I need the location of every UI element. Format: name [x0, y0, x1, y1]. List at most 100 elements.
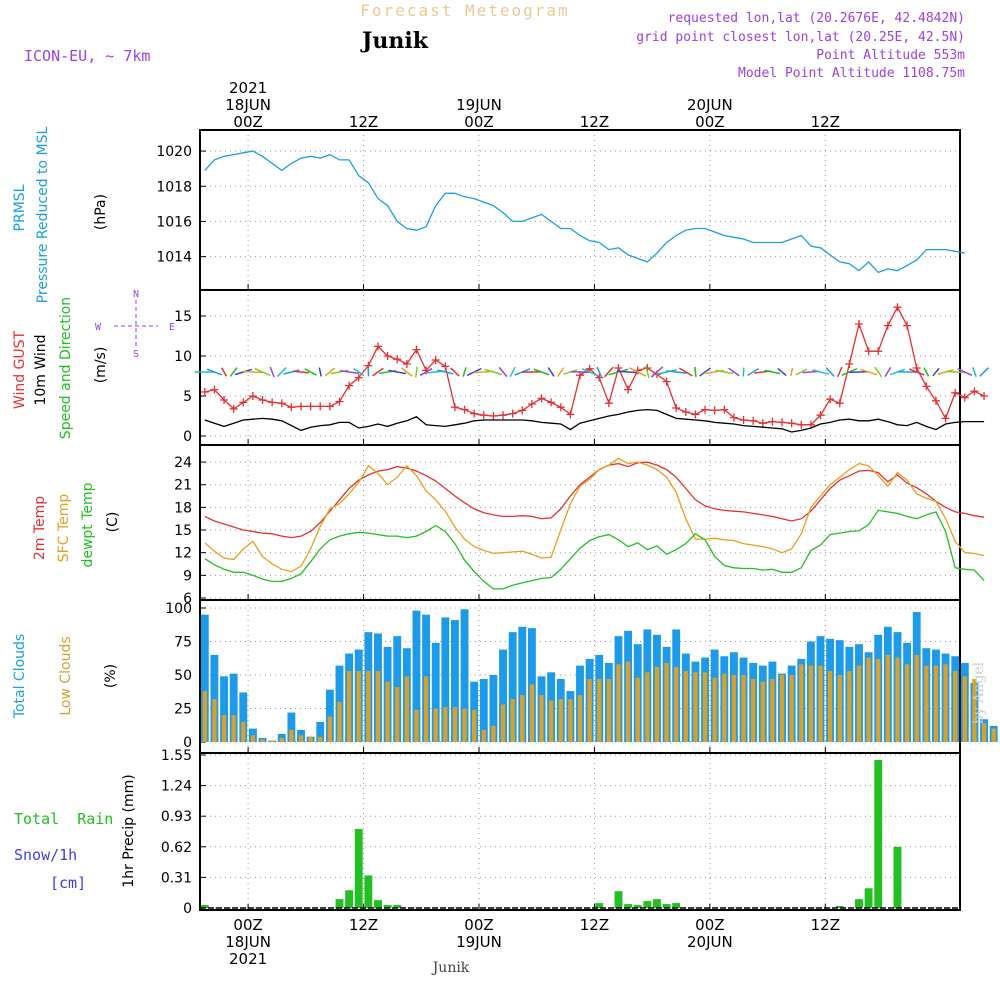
- wind-arrow: [789, 367, 794, 377]
- bar-clouds-low-clouds: [972, 679, 977, 742]
- y-tick-label: 75: [174, 635, 192, 651]
- wind-arrow: [318, 367, 322, 377]
- gust-point: [229, 404, 238, 413]
- bar-clouds-low-clouds: [327, 716, 333, 742]
- time-label-bottom: 00Z: [695, 916, 724, 934]
- gust-point: [672, 404, 681, 412]
- bar-clouds-low-clouds: [616, 664, 621, 742]
- y-tick-label: 0.62: [161, 840, 192, 856]
- bar-clouds-low-clouds: [443, 707, 448, 742]
- prmsl-label: PRMSL: [12, 184, 28, 231]
- gust-point: [960, 393, 969, 402]
- model-name: ICON-EU, ~ 7km: [24, 47, 150, 65]
- y-tick-label: 6: [183, 591, 192, 607]
- gust-point: [768, 417, 777, 426]
- compass-w: W: [95, 322, 102, 333]
- wind-arrow: [764, 369, 781, 375]
- bar-clouds-total-clouds: [287, 712, 296, 742]
- time-label-top: 18JUN: [225, 96, 271, 114]
- bar-precipitation-total-rain: [393, 905, 402, 908]
- time-label-bottom: 00Z: [233, 916, 262, 934]
- y-tick-label: 1014: [156, 250, 192, 266]
- bar-clouds-low-clouds: [876, 658, 881, 742]
- compass-n: N: [133, 289, 139, 300]
- bar-clouds-total-clouds: [489, 675, 498, 742]
- wind-arrow: [860, 368, 878, 376]
- gust-point: [710, 406, 719, 415]
- gust-point: [508, 409, 517, 418]
- wind-arrow: [206, 368, 223, 376]
- bar-precipitation-total-rain: [633, 905, 642, 908]
- bar-clouds-low-clouds: [221, 715, 227, 742]
- bar-clouds-low-clouds: [289, 729, 294, 742]
- wind-arrow: [603, 366, 614, 378]
- bar-clouds-low-clouds: [645, 672, 650, 742]
- bar-clouds-low-clouds: [885, 654, 891, 742]
- wind-arrow: [945, 370, 965, 374]
- wind-arrow: [742, 367, 745, 377]
- bar-clouds-total-clouds: [210, 654, 219, 742]
- model-altitude: Model Point Altitude 1108.75m: [738, 66, 965, 81]
- gridpoint-coords: grid point closest lon,lat (20.25E, 42.5…: [636, 30, 965, 45]
- gust-point: [200, 388, 209, 396]
- gust-point: [778, 418, 787, 427]
- panel-wind: 0 5 10 15: [174, 289, 989, 446]
- pressure-unit: (hPa): [93, 194, 109, 230]
- gust-point: [845, 360, 854, 368]
- bar-clouds-low-clouds: [318, 736, 323, 742]
- wind-arrow: [437, 369, 454, 375]
- bar-clouds-low-clouds: [654, 666, 660, 742]
- bar-clouds-low-clouds: [241, 721, 246, 742]
- time-label-top: 2021: [229, 79, 267, 97]
- wind-unit: (m/s): [93, 347, 109, 384]
- bar-clouds-low-clouds: [356, 670, 361, 742]
- bar-clouds-low-clouds: [491, 725, 496, 742]
- wind-arrow: [972, 366, 977, 378]
- wind-arrow: [388, 369, 407, 375]
- bar-clouds-low-clouds: [943, 664, 948, 742]
- wind-arrow: [293, 370, 310, 374]
- bar-clouds-low-clouds: [597, 679, 602, 742]
- bar-clouds-total-clouds: [229, 673, 238, 742]
- bar-clouds-low-clouds: [741, 675, 746, 742]
- time-label-bottom: 12Z: [349, 916, 378, 934]
- bar-clouds-low-clouds: [683, 670, 688, 742]
- bar-clouds-low-clouds: [308, 736, 313, 742]
- bar-clouds-low-clouds: [933, 665, 939, 742]
- gust-point: [739, 416, 748, 424]
- bar-clouds-total-clouds: [431, 642, 440, 742]
- bar-precipitation-total-rain: [643, 901, 652, 908]
- wind-arrow: [557, 367, 565, 377]
- bar-clouds-low-clouds: [924, 665, 929, 742]
- bar-clouds-total-clouds: [412, 610, 421, 742]
- bar-clouds-low-clouds: [539, 695, 544, 742]
- y-tick-label: 1020: [156, 144, 192, 160]
- bar-clouds-low-clouds: [568, 699, 573, 742]
- bar-clouds-low-clouds: [558, 699, 563, 742]
- bar-precipitation-total-rain: [614, 891, 623, 908]
- gust-point: [297, 402, 306, 411]
- gust-point: [268, 398, 277, 407]
- wind-arrow: [596, 366, 603, 378]
- bar-clouds-total-clouds: [200, 614, 209, 742]
- gust-point: [306, 402, 315, 411]
- bar-precipitation-total-rain: [200, 905, 209, 908]
- panel-frame: [199, 289, 961, 446]
- time-label-bottom: 12Z: [580, 916, 609, 934]
- bar-clouds-low-clouds: [953, 670, 958, 742]
- bar-clouds-low-clouds: [404, 676, 409, 742]
- series-line-10m-wind: [204, 408, 985, 433]
- panel-temperature: 6 9 12 15 18 21 24: [174, 444, 985, 607]
- bar-clouds-low-clouds: [981, 723, 987, 742]
- precip-unit: 1hr Precip (mm): [121, 774, 137, 887]
- gust-point: [893, 303, 902, 312]
- wind-arrow: [563, 368, 578, 376]
- bar-clouds-low-clouds: [510, 699, 515, 742]
- bar-clouds-low-clouds: [414, 709, 419, 742]
- gust-point: [595, 373, 604, 382]
- wind-arrow: [656, 369, 677, 375]
- bar-clouds-low-clouds: [231, 715, 236, 742]
- bar-clouds-low-clouds: [818, 665, 823, 742]
- time-label-bottom: 12Z: [811, 916, 840, 934]
- wind-arrow: [484, 368, 503, 376]
